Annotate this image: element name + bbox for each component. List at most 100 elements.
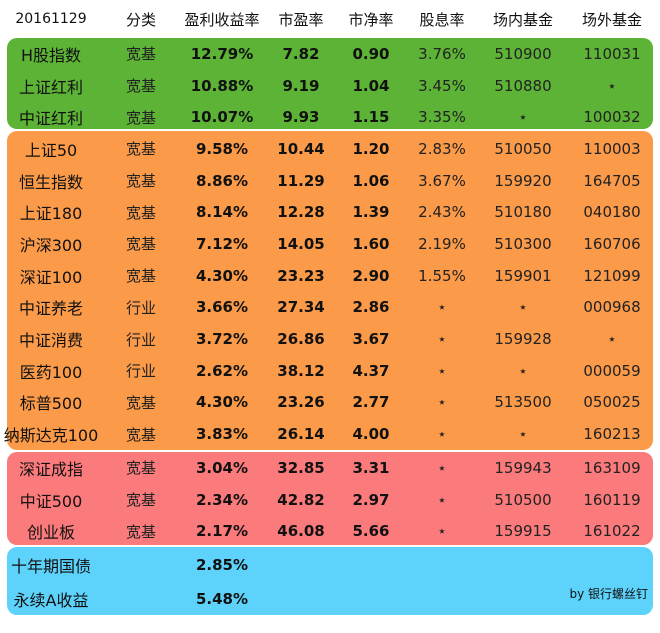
exchange-fund-cell: 159901 bbox=[494, 266, 552, 285]
dividend-yield-cell bbox=[406, 582, 478, 616]
pb-cell: 3.67 bbox=[352, 330, 390, 349]
dividend-yield-cell: ⋆ bbox=[437, 393, 447, 412]
pe-cell: 7.82 bbox=[282, 44, 320, 63]
table-row: 上证红利 宽基 10.88% 9.19 1.04 3.45% 510880 ⋆ bbox=[0, 70, 660, 102]
index-name-cell: 中证养老 bbox=[18, 299, 83, 319]
pe-cell: 23.23 bbox=[277, 266, 325, 285]
category-cell: 行业 bbox=[125, 298, 156, 317]
pe-cell: 11.29 bbox=[277, 171, 325, 190]
dividend-yield-cell: 3.67% bbox=[418, 171, 466, 190]
otc-fund-cell: 163109 bbox=[583, 458, 641, 477]
pb-cell: 5.66 bbox=[352, 522, 390, 541]
exchange-fund-cell: 510900 bbox=[494, 44, 552, 63]
header-earnings-yield: 盈利收益率 bbox=[184, 10, 260, 29]
pe-cell: 26.86 bbox=[277, 330, 325, 349]
table-row: 深证100 宽基 4.30% 23.23 2.90 1.55% 159901 121099 bbox=[0, 260, 660, 292]
category-cell: 宽基 bbox=[125, 172, 156, 191]
otc-fund-cell: ⋆ bbox=[607, 330, 617, 349]
group-bonds bbox=[7, 547, 653, 615]
earnings-yield-cell: 5.48% bbox=[195, 590, 249, 608]
pb-cell: 4.00 bbox=[352, 425, 390, 444]
earnings-yield-cell: 2.85% bbox=[195, 556, 249, 574]
pb-cell: 1.15 bbox=[352, 108, 390, 127]
table-row: 永续A收益 5.48% bbox=[0, 582, 660, 616]
category-cell bbox=[104, 582, 178, 616]
category-cell: 宽基 bbox=[125, 45, 156, 64]
pb-cell: 0.90 bbox=[352, 44, 390, 63]
index-name-cell: 医药100 bbox=[19, 362, 83, 382]
pb-cell: 1.60 bbox=[352, 234, 390, 253]
exchange-fund-cell: 159920 bbox=[494, 171, 552, 190]
dividend-yield-cell: ⋆ bbox=[437, 298, 447, 317]
table-row: 沪深300 宽基 7.12% 14.05 1.60 2.19% 510300 160706 bbox=[0, 228, 660, 260]
category-cell: 宽基 bbox=[125, 77, 156, 96]
earnings-yield-cell: 12.79% bbox=[190, 44, 254, 63]
pe-cell: 42.82 bbox=[277, 490, 325, 509]
index-name-cell: 中证消费 bbox=[18, 331, 83, 351]
dividend-yield-cell: 2.43% bbox=[418, 203, 466, 222]
index-name-cell: 上证红利 bbox=[18, 77, 83, 97]
table-row: 深证成指 宽基 3.04% 32.85 3.31 ⋆ 159943 163109 bbox=[0, 452, 660, 484]
category-cell: 宽基 bbox=[125, 425, 156, 444]
earnings-yield-cell: 2.34% bbox=[195, 490, 249, 509]
exchange-fund-cell: ⋆ bbox=[518, 425, 528, 444]
table-row: 上证50 宽基 9.58% 10.44 1.20 2.83% 510050 110003 bbox=[0, 133, 660, 165]
index-name-cell: 纳斯达克100 bbox=[3, 426, 99, 446]
earnings-yield-cell: 9.58% bbox=[195, 139, 249, 158]
index-name-cell: 恒生指数 bbox=[18, 172, 83, 192]
pb-cell: 2.86 bbox=[352, 298, 390, 317]
dividend-yield-cell: ⋆ bbox=[437, 361, 447, 380]
pb-cell: 1.20 bbox=[352, 139, 390, 158]
earnings-yield-cell: 8.14% bbox=[195, 203, 249, 222]
category-cell: 行业 bbox=[125, 362, 156, 381]
category-cell: 宽基 bbox=[125, 140, 156, 159]
index-name-cell: 深证100 bbox=[19, 267, 83, 287]
category-cell: 宽基 bbox=[125, 108, 156, 127]
dividend-yield-cell: 2.19% bbox=[418, 234, 466, 253]
pe-cell: 27.34 bbox=[277, 298, 325, 317]
pe-cell: 10.44 bbox=[277, 139, 325, 158]
pe-cell: 12.28 bbox=[277, 203, 325, 222]
category-cell: 宽基 bbox=[125, 522, 156, 541]
index-name-cell: 沪深300 bbox=[19, 235, 83, 255]
table-row: 纳斯达克100 宽基 3.83% 26.14 4.00 ⋆ ⋆ 160213 bbox=[0, 418, 660, 450]
otc-fund-cell: 000059 bbox=[583, 361, 641, 380]
category-cell: 宽基 bbox=[125, 203, 156, 222]
group-growth bbox=[7, 452, 653, 545]
pb-cell: 4.37 bbox=[352, 361, 390, 380]
table-row: 中证红利 宽基 10.07% 9.93 1.15 3.35% ⋆ 100032 bbox=[0, 101, 660, 133]
category-cell: 宽基 bbox=[125, 393, 156, 412]
dividend-yield-cell: 1.55% bbox=[418, 266, 466, 285]
table-row: 创业板 宽基 2.17% 46.08 5.66 ⋆ 159915 161022 bbox=[0, 515, 660, 547]
table-row: 医药100 行业 2.62% 38.12 4.37 ⋆ ⋆ 000059 bbox=[0, 355, 660, 387]
category-cell: 宽基 bbox=[125, 491, 156, 510]
pe-cell: 46.08 bbox=[277, 522, 325, 541]
dividend-yield-cell: 3.76% bbox=[418, 44, 466, 63]
index-name-cell: 标普500 bbox=[19, 394, 83, 414]
pe-cell: 23.26 bbox=[277, 393, 325, 412]
table-row: 中证养老 行业 3.66% 27.34 2.86 ⋆ ⋆ 000968 bbox=[0, 292, 660, 324]
header-dividend-yield: 股息率 bbox=[419, 10, 465, 29]
earnings-yield-cell: 10.07% bbox=[190, 108, 254, 127]
pe-cell: 38.12 bbox=[277, 361, 325, 380]
index-name-cell: 永续A收益 bbox=[13, 591, 89, 610]
index-name-cell: 深证成指 bbox=[18, 459, 83, 479]
index-name-cell: 创业板 bbox=[26, 523, 75, 543]
dividend-yield-cell bbox=[406, 548, 478, 582]
earnings-yield-cell: 4.30% bbox=[195, 266, 249, 285]
otc-fund-cell bbox=[568, 548, 656, 582]
otc-fund-cell: 160213 bbox=[583, 425, 641, 444]
earnings-yield-cell: 8.86% bbox=[195, 171, 249, 190]
category-cell: 行业 bbox=[125, 330, 156, 349]
exchange-fund-cell: ⋆ bbox=[518, 298, 528, 317]
earnings-yield-cell: 3.83% bbox=[195, 425, 249, 444]
index-name-cell: 中证红利 bbox=[18, 109, 83, 129]
exchange-fund-cell: 159915 bbox=[494, 522, 552, 541]
pb-cell bbox=[336, 582, 406, 616]
earnings-yield-cell: 2.62% bbox=[195, 361, 249, 380]
table-header: 20161129 分类 盈利收益率 市盈率 市净率 股息率 场内基金 场外基金 bbox=[0, 0, 660, 38]
otc-fund-cell: ⋆ bbox=[607, 76, 617, 95]
dividend-yield-cell: 3.45% bbox=[418, 76, 466, 95]
exchange-fund-cell: ⋆ bbox=[518, 108, 528, 127]
